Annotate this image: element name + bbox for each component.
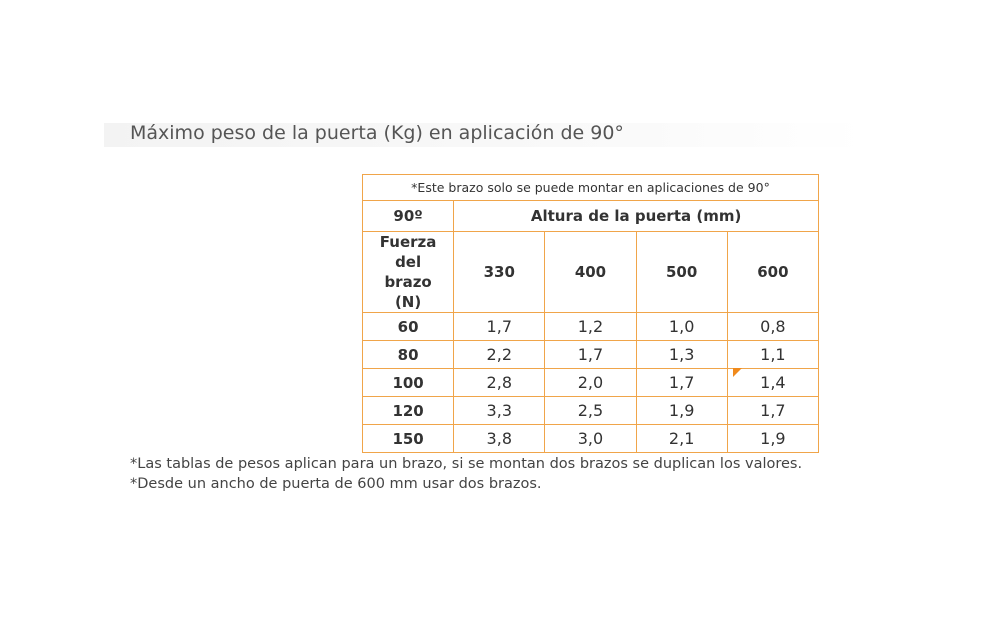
cell: 1,4 [726, 368, 820, 397]
cell: 3,8 [453, 424, 546, 453]
cell: 1,9 [726, 424, 820, 453]
row: 120 3,3 2,5 1,9 1,7 [361, 396, 820, 425]
title-band [104, 123, 866, 147]
footnote: *Desde un ancho de puerta de 600 mm usar… [130, 476, 542, 492]
cell: 2,5 [544, 396, 637, 425]
force: 120 [361, 396, 455, 425]
force: 60 [361, 312, 455, 341]
cell: 0,8 [726, 312, 820, 341]
cell-marker [733, 368, 742, 377]
cell: 1,0 [635, 312, 728, 341]
row: 100 2,8 2,0 1,7 1,4 [361, 368, 820, 397]
column-header: 500 [635, 231, 728, 313]
footnote: *Las tablas de pesos aplican para un bra… [130, 456, 803, 472]
cell: 3,0 [544, 424, 637, 453]
force: 100 [361, 368, 455, 397]
row: Fuerza del brazo (N) 330 400 500 600 [361, 231, 820, 313]
cell: 1,7 [726, 396, 820, 425]
cell: 1,7 [544, 340, 637, 369]
row: 150 3,8 3,0 2,1 1,9 [361, 424, 820, 453]
header: Altura de la puerta (mm) [453, 200, 819, 232]
cell: 1,1 [726, 340, 820, 369]
weight-table: *Este brazo solo se puede montar en apli… [361, 174, 820, 453]
column-header: 600 [726, 231, 820, 313]
cell: 1,7 [453, 312, 546, 341]
note: *Este brazo solo se puede montar en apli… [362, 174, 819, 201]
corner: 90º [361, 200, 455, 232]
force: 80 [361, 340, 455, 369]
cell: 3,3 [453, 396, 546, 425]
row-header: Fuerza del brazo (N) [361, 231, 455, 313]
column-header: 400 [544, 231, 637, 313]
column-header: 330 [453, 231, 546, 313]
cell: 2,2 [453, 340, 546, 369]
title: Máximo peso de la puerta (Kg) en aplicac… [130, 122, 624, 144]
cell: 2,1 [635, 424, 728, 453]
cell: 1,9 [635, 396, 728, 425]
cell: 2,8 [453, 368, 546, 397]
cell: 1,3 [635, 340, 728, 369]
row: 80 2,2 1,7 1,3 1,1 [361, 340, 820, 369]
row: 90º Altura de la puerta (mm) [361, 200, 819, 232]
row: 60 1,7 1,2 1,0 0,8 [361, 312, 820, 341]
cell: 2,0 [544, 368, 637, 397]
row: *Este brazo solo se puede montar en apli… [362, 174, 819, 201]
cell: 1,2 [544, 312, 637, 341]
cell: 1,7 [635, 368, 728, 397]
force: 150 [361, 424, 455, 453]
